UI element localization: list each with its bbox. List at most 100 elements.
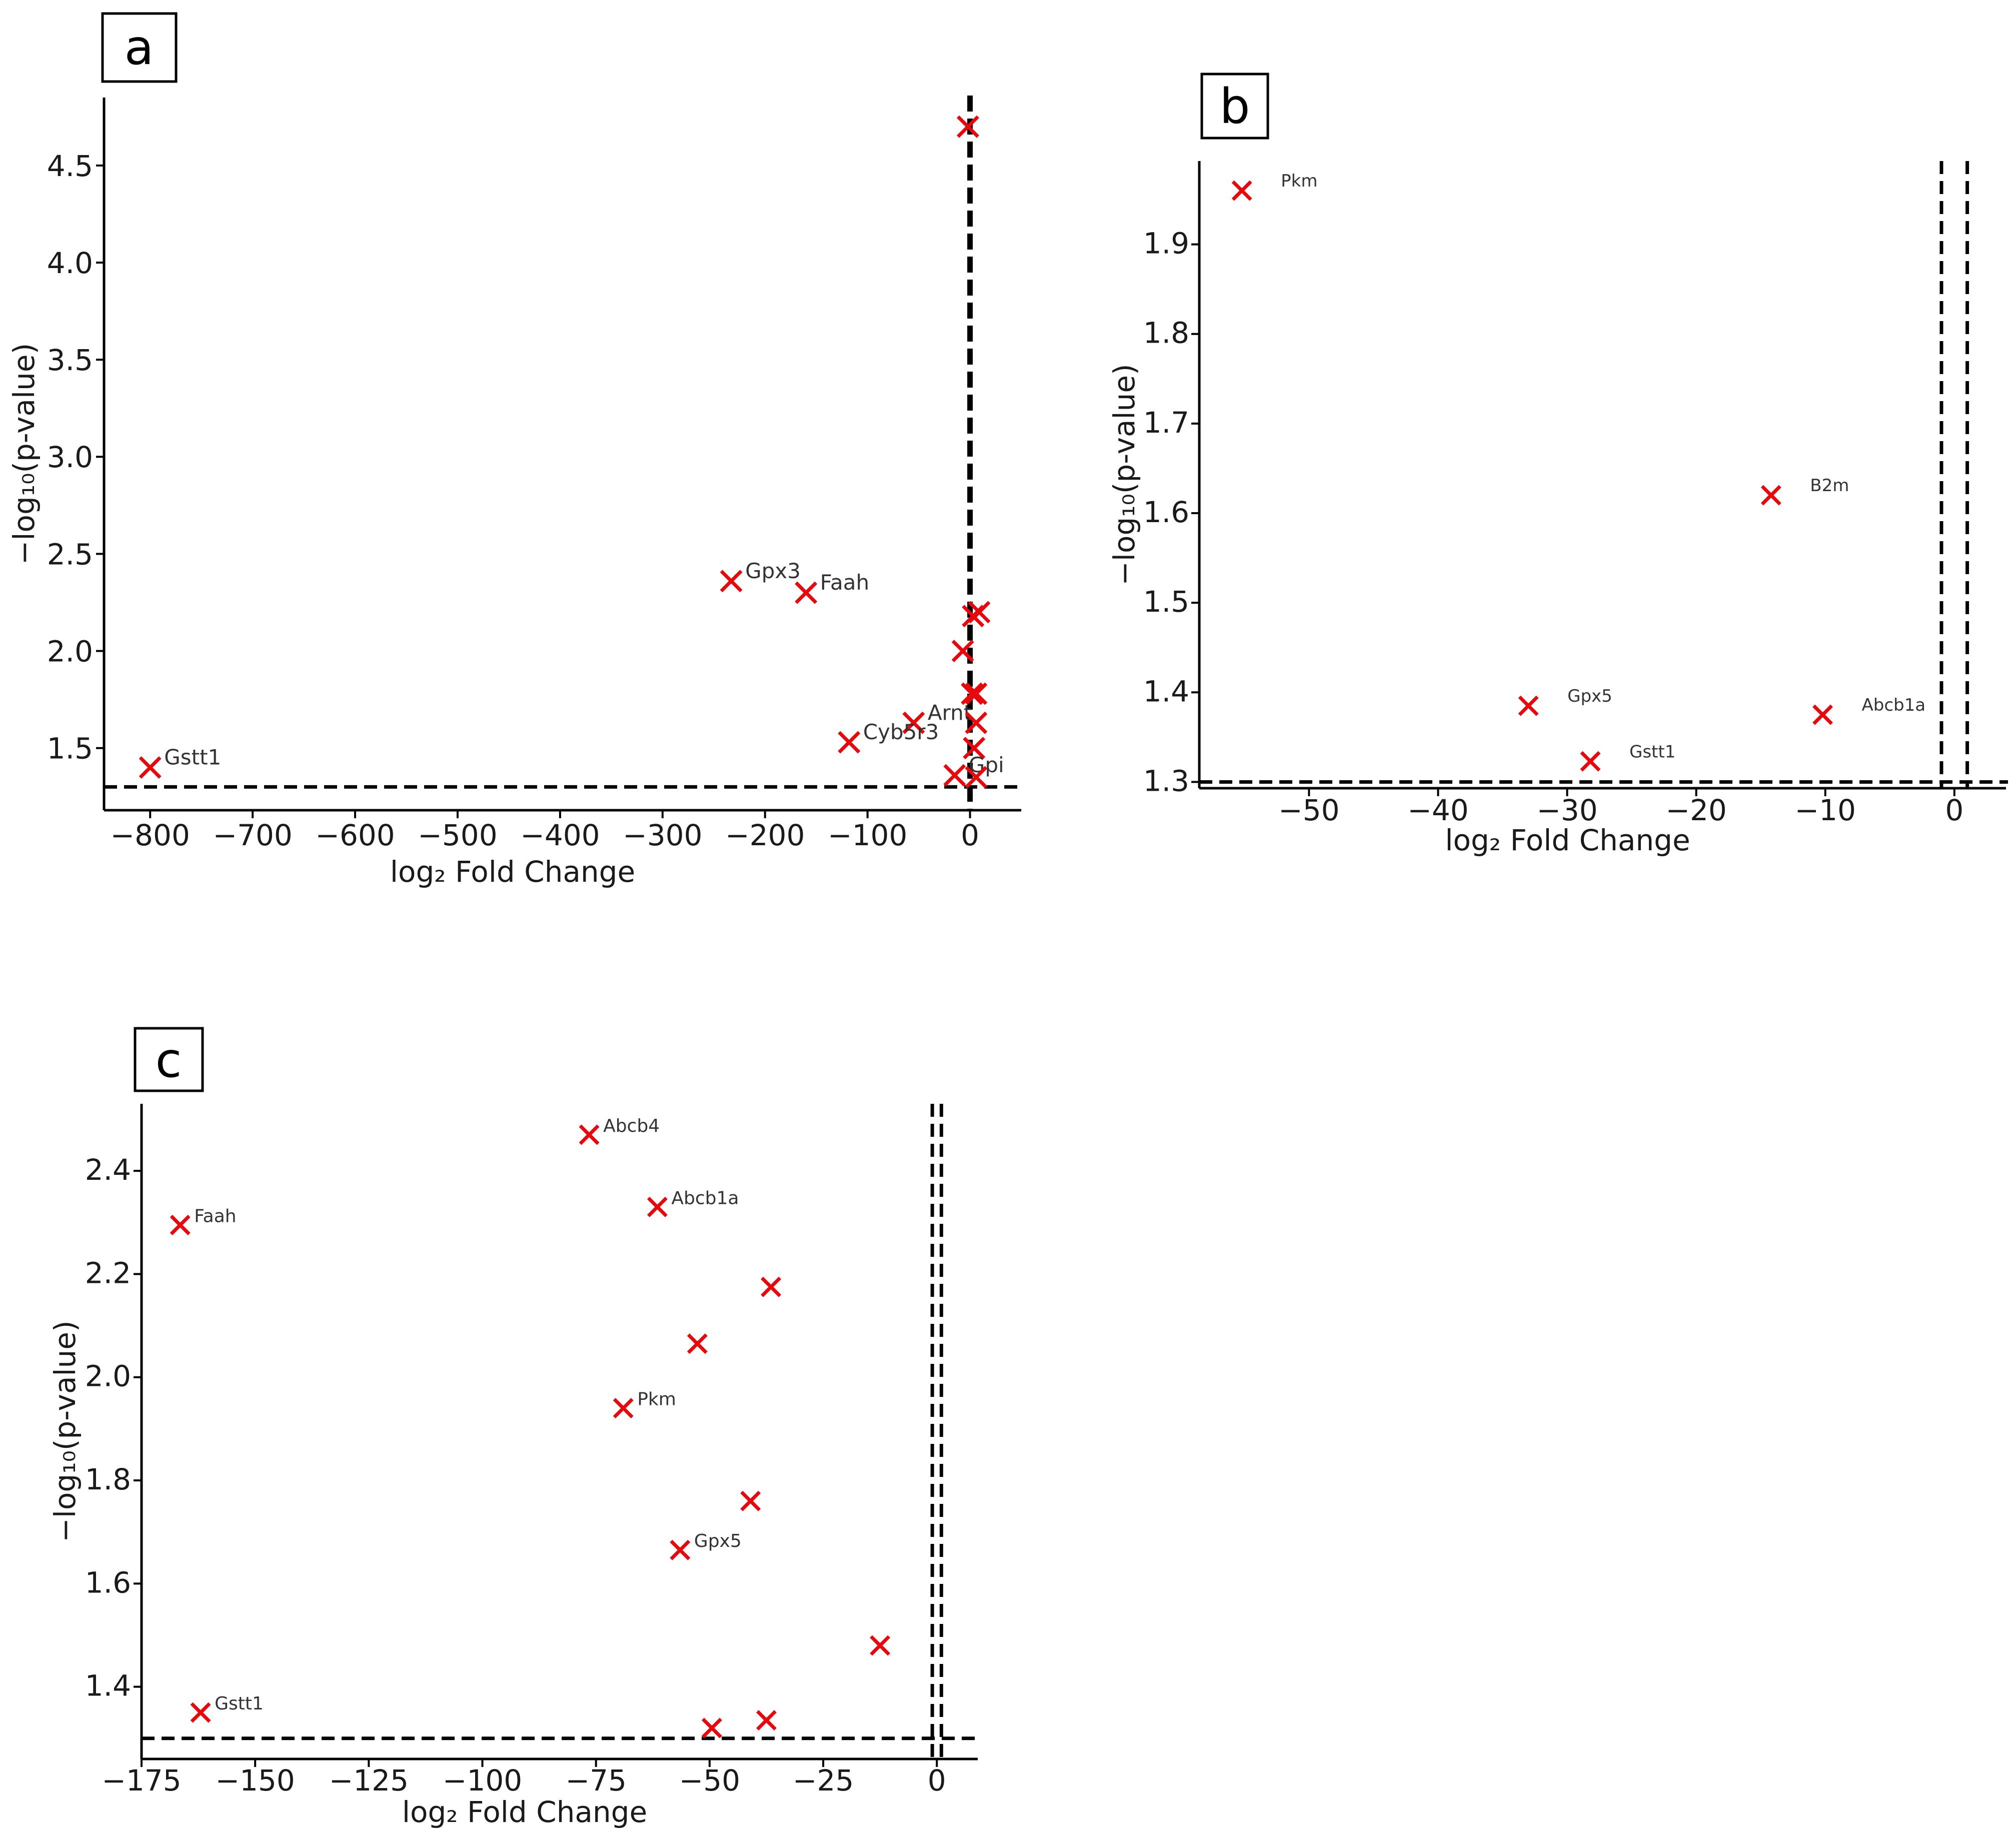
x-tick-label: 0 [1945,793,1963,827]
data-point [961,682,984,705]
panel-label-box [134,1027,204,1092]
y-tick-label: 2.0 [85,1359,131,1393]
panel-c: c −175 −150 −125 −100 −75 −50 −25 0 1.4 1.6 1.8 2.0 2… [48,1027,980,1829]
y-tick-label: 1.8 [85,1462,131,1496]
y-tick-label: 3.5 [47,343,93,377]
panel-label: c [156,1032,182,1088]
x-tick-label: 0 [961,818,979,852]
gene-label: Arnt [928,700,972,725]
data-point [670,1539,691,1560]
data-point [756,1710,777,1731]
data-point [647,1196,668,1217]
y-axis-title: −log₁₀(p-value) [48,1320,82,1542]
data-point [170,1214,191,1235]
x-tick-label: −30 [1536,793,1597,827]
data-point [687,1333,708,1354]
data-point [965,711,988,734]
y-tick-label: 2.2 [85,1256,131,1290]
y-axis-title: −log₁₀(p-value) [7,343,41,565]
x-tick-label: −150 [216,1763,295,1797]
data-point [740,1490,761,1511]
y-tick-label: 2.0 [47,634,93,668]
y-tick-label: 1.4 [1143,674,1189,708]
panel-label: a [125,20,154,76]
data-point [956,115,979,138]
x-tick-label: −100 [828,818,907,852]
x-tick-label: −50 [679,1763,740,1797]
y-tick-label: 4.5 [47,149,93,183]
x-tick-label: −40 [1407,793,1468,827]
y-tick-label: 1.6 [85,1565,131,1599]
y-tick-label: 2.5 [47,537,93,571]
x-tick-label: −100 [443,1763,522,1797]
gene-label: Abcb4 [603,1116,660,1136]
x-tick-label: −200 [725,818,805,852]
data-point [943,764,966,787]
x-axis-title: log₂ Fold Change [390,855,635,889]
y-tick-label: 1.9 [1143,227,1189,261]
x-tick-label: −25 [793,1763,854,1797]
data-point [1231,180,1252,201]
x-tick-label: −125 [329,1763,409,1797]
x-tick-label: −400 [520,818,600,852]
y-tick-label: 1.4 [85,1669,131,1703]
panel-label: b [1220,79,1250,135]
data-point [965,766,988,789]
data-point [1580,751,1601,772]
data-point [1760,485,1781,506]
gene-label: Gpx5 [1567,686,1612,706]
x-tick-label: 0 [928,1763,946,1797]
x-tick-label: −75 [565,1763,626,1797]
gene-label: Abcb1a [671,1188,739,1208]
data-point [720,570,743,593]
y-tick-label: 1.6 [1143,495,1189,529]
x-tick-label: −20 [1665,793,1726,827]
data-point [613,1398,634,1419]
y-tick-label: 1.7 [1143,406,1189,440]
data-point [1518,695,1539,716]
data-point [579,1124,600,1145]
x-tick-label: −500 [418,818,497,852]
data-point [902,711,925,734]
gene-label: Abcb1a [1862,695,1926,715]
data-point [1812,704,1833,725]
data-point [761,1276,782,1297]
gene-label: Gstt1 [1629,742,1675,762]
data-point [968,601,991,624]
gene-label: Pkm [637,1389,676,1410]
gene-label: Gpx5 [694,1531,742,1551]
data-point [963,737,986,760]
x-tick-label: −50 [1278,793,1339,827]
y-tick-label: 3.0 [47,440,93,474]
x-tick-label: −700 [213,818,292,852]
gene-label: B2m [1810,476,1849,496]
gene-label: Pkm [1281,171,1317,191]
y-axis-title: −log₁₀(p-value) [1107,364,1141,585]
data-point [795,581,818,604]
gene-label: Cyb5r3 [863,720,939,744]
y-tick-label: 1.5 [1143,585,1189,619]
x-tick-label: −10 [1794,793,1855,827]
x-axis-title: log₂ Fold Change [1445,823,1690,857]
data-point [965,682,988,705]
panel-b: b −50 −40 −30 −20 −10 0 1.3 1.4 1.5 1.6 1.7 1.8 1.9 lo… [1107,73,2008,857]
panel-label-box [101,12,178,83]
x-tick-label: −600 [315,818,395,852]
gene-label: Gpx3 [745,559,801,583]
data-point [838,731,861,754]
y-tick-label: 4.0 [47,246,93,280]
gene-label: Faah [194,1206,236,1226]
gene-label: Gstt1 [215,1693,264,1714]
x-tick-label: −800 [111,818,190,852]
y-tick-label: 1.3 [1143,764,1189,798]
gene-label: Faah [820,570,869,595]
x-tick-label: −175 [102,1763,181,1797]
x-tick-label: −300 [623,818,702,852]
panel-label-box [1200,73,1269,140]
gene-label: Gstt1 [164,745,221,770]
data-point [139,756,162,779]
y-tick-label: 2.4 [85,1153,131,1187]
x-axis-title: log₂ Fold Change [402,1795,647,1829]
data-point [870,1635,891,1656]
